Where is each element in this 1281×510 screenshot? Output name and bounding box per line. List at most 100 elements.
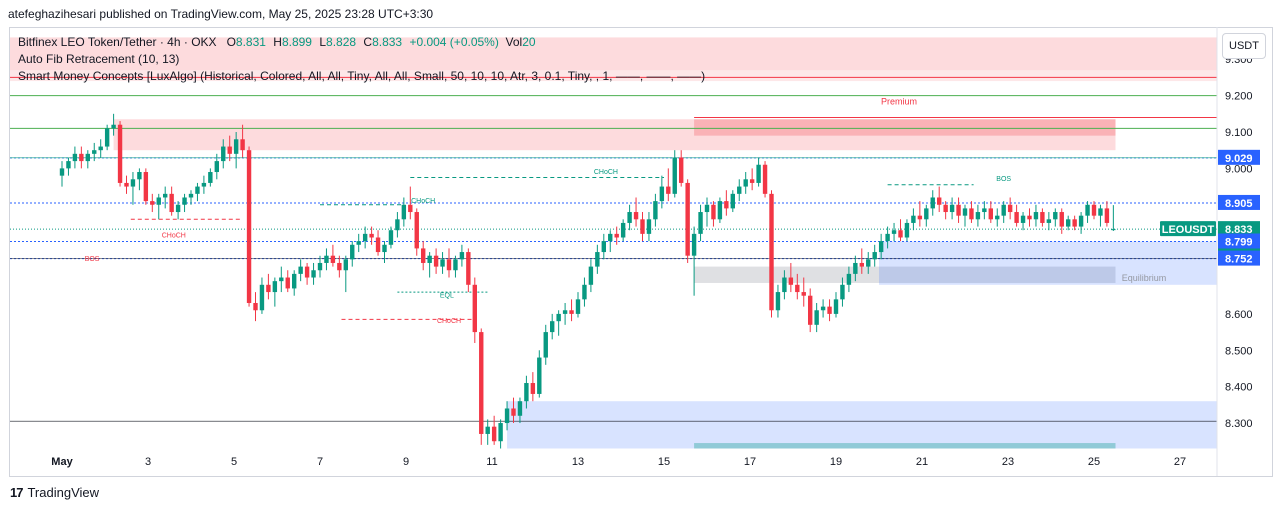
annotation-label: EQL [440,293,454,300]
price-tag-value: 8.799 [1225,237,1253,249]
candle-body [846,273,852,285]
candle-body [421,248,426,263]
candle [511,397,516,424]
candle-body [749,179,755,183]
chart-frame[interactable] [9,27,1273,477]
candle-body [575,299,581,314]
close-label: C [363,35,373,49]
candle [163,186,168,209]
candle-body [182,197,187,205]
candle [956,197,961,223]
candle [653,193,658,227]
high-value: 8.899 [281,35,312,49]
indicator-smc[interactable]: Smart Money Concepts [LuxAlgo] (Historic… [18,69,706,83]
candle-body [917,215,923,220]
candle-body [169,193,174,213]
candle [640,212,645,242]
candle-body [956,204,961,216]
price-tag-bg [1218,250,1260,266]
candle-body [562,310,568,314]
close-value: 8.833 [372,35,403,49]
candle [72,146,78,169]
candle [150,193,155,213]
candle [937,186,942,213]
candle [1104,201,1110,227]
candle-body [633,212,639,220]
candle-body [653,201,658,220]
candle [646,212,652,242]
candle [853,255,858,282]
candle [292,270,297,296]
candle [169,186,174,216]
candle-body [350,244,355,260]
candle [543,324,548,365]
candle [1014,204,1019,227]
candle-body [511,408,516,416]
price-tag: 9.029 [1218,149,1260,165]
price-tag-value: 9.029 [1225,153,1253,165]
candle [259,277,265,314]
indicator-fib[interactable]: Auto Fib Retracement (10, 13) [18,52,180,66]
candle-body [704,204,710,213]
candle-body [485,426,490,434]
candle-body [853,262,858,274]
price-tag: 8.905 [1218,194,1260,210]
candle [414,208,419,256]
equilibrium-zone [694,266,1116,283]
candle [878,233,884,260]
candle-body [666,186,671,194]
symbol-info: Bitfinex LEO Token/Tether · 4h · OKX [18,35,217,49]
candle-body [1033,212,1039,220]
candle [924,204,929,227]
premium-zone [113,119,1116,151]
candle [382,241,387,263]
candle-body [446,259,452,271]
x-tick-label: 7 [317,456,323,468]
candle-body [627,212,632,223]
price-tag-bg [1218,233,1260,249]
candle [356,233,361,253]
volume-value: 20 [522,35,536,49]
currency-button[interactable]: USDT [1222,33,1266,59]
candle-body [298,266,303,274]
candle-body [711,204,716,220]
candle-body [930,197,935,209]
price-tag-value: 8.905 [1225,198,1253,210]
candle-body [672,157,677,194]
candle [1111,205,1116,231]
candle-body [317,262,323,271]
x-tick-label: 25 [1088,456,1100,468]
candle-body [466,252,471,285]
candle-body [1046,219,1052,223]
discount-zone [507,401,1217,449]
candle [491,415,497,445]
candle [820,299,826,318]
candle-body [775,292,781,311]
low-value: 8.828 [326,35,357,49]
change-value: +0.004 (+0.05%) [409,35,499,49]
candle [124,175,129,194]
annotation-label: CHoCH [411,198,435,205]
candle [459,244,465,267]
candle [620,219,626,242]
y-tick-label: 9.100 [1225,127,1253,139]
candle-body [304,266,310,278]
open-label: O [226,35,236,49]
candle [1085,201,1090,223]
candle-body [717,201,723,220]
candle-body [820,306,826,311]
candle-body [537,357,542,394]
x-tick-label: 27 [1174,456,1186,468]
candle [143,168,149,205]
candle [788,262,794,293]
candle-body [104,128,110,147]
candle-body [937,197,942,205]
publisher-line: atefeghazihesari published on TradingVie… [8,7,434,21]
volume-label: Vol [505,35,523,49]
candle [208,168,213,187]
candle-body [601,241,606,253]
candle-body [782,277,787,293]
candle-body [949,204,955,213]
candle [453,255,458,278]
